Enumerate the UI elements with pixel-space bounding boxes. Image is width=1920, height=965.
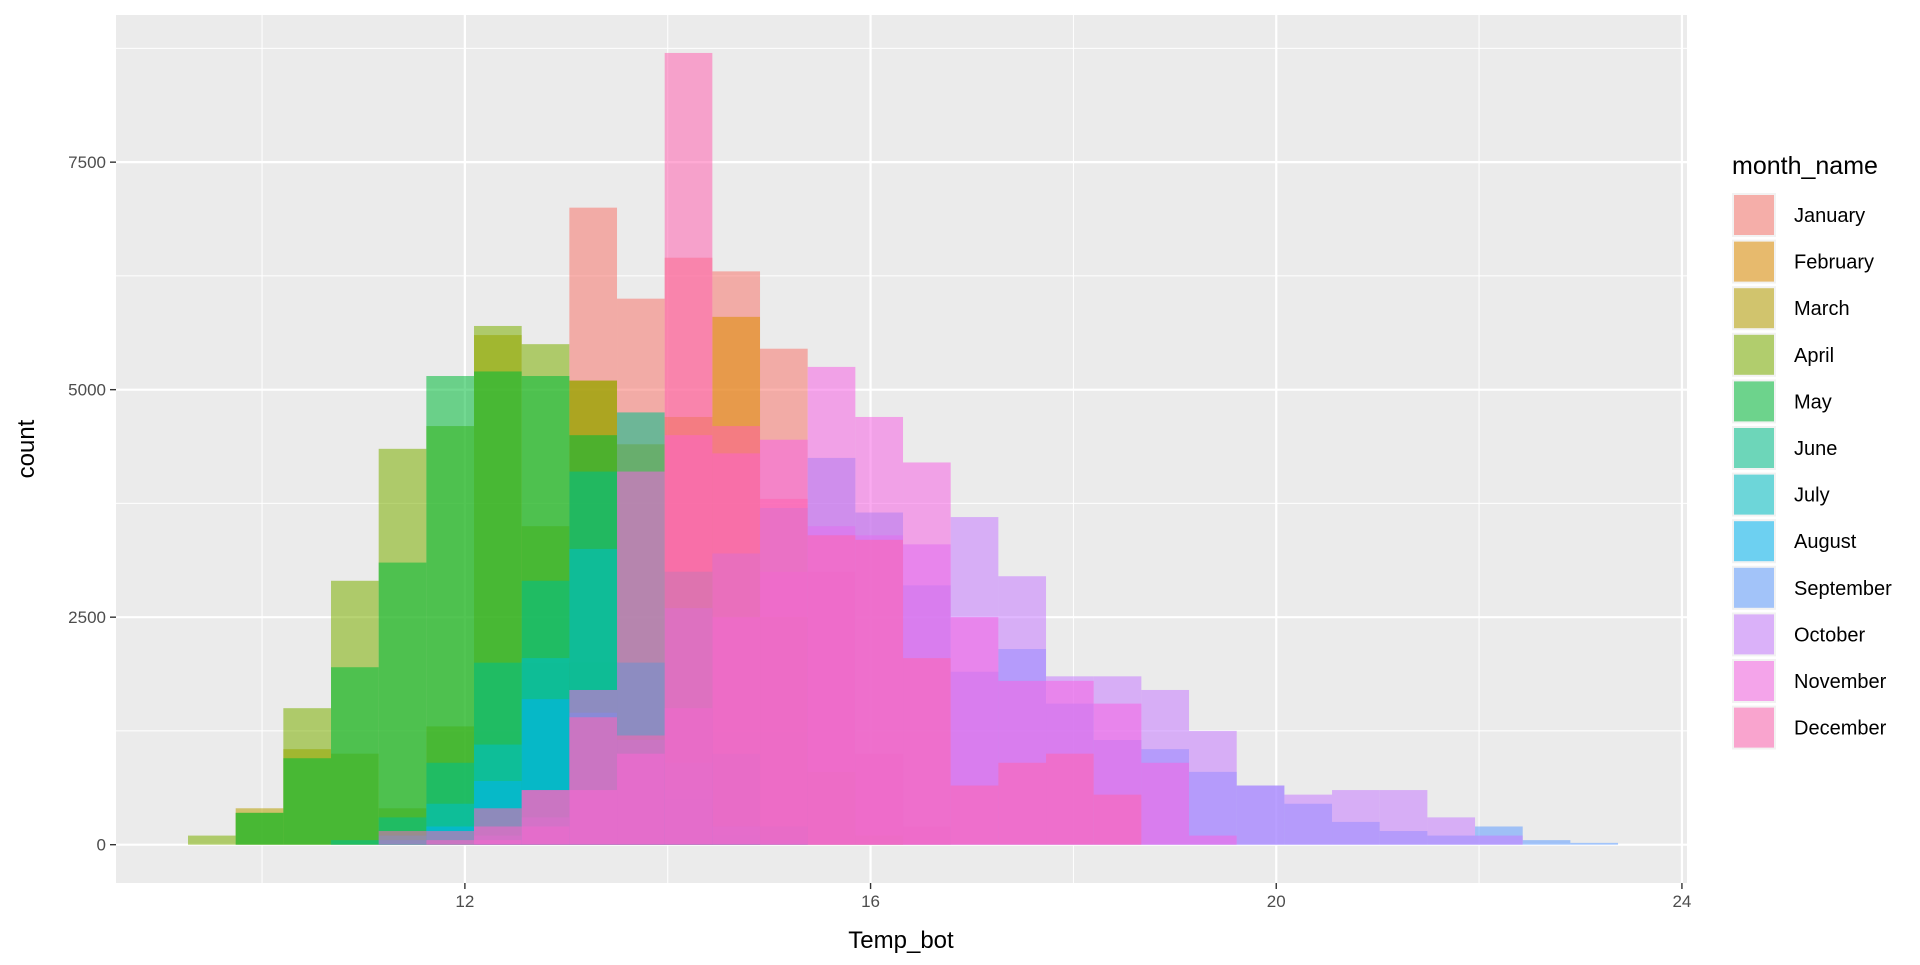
legend-key xyxy=(1734,614,1774,655)
legend-key xyxy=(1734,661,1774,701)
bar xyxy=(569,717,618,845)
legend-key xyxy=(1734,334,1774,375)
bar xyxy=(903,658,951,845)
bar xyxy=(331,667,379,845)
bar xyxy=(1475,835,1523,845)
bar xyxy=(1046,753,1094,845)
legend-label: May xyxy=(1794,391,1832,413)
bar xyxy=(188,835,236,845)
legend-key xyxy=(1734,567,1774,608)
legend-key xyxy=(1734,521,1774,562)
bar xyxy=(1570,842,1619,845)
bar xyxy=(378,831,427,845)
legend-key xyxy=(1734,707,1774,748)
bar xyxy=(1379,790,1428,845)
bar xyxy=(474,808,522,845)
legend-key xyxy=(1734,195,1774,235)
legend-label: December xyxy=(1794,718,1887,740)
bar xyxy=(1284,794,1333,845)
bar xyxy=(1427,817,1476,845)
legend-label: April xyxy=(1794,345,1834,367)
legend-key xyxy=(1734,428,1774,468)
bar xyxy=(331,840,379,845)
bar xyxy=(1522,840,1571,845)
y-tick-label: 2500 xyxy=(68,608,106,627)
bar xyxy=(378,562,427,845)
x-tick-label: 20 xyxy=(1267,892,1286,911)
legend-label: February xyxy=(1794,252,1874,274)
bar xyxy=(1189,730,1237,845)
bar xyxy=(1332,790,1380,845)
y-tick-label: 5000 xyxy=(68,381,106,400)
bar xyxy=(1189,835,1237,845)
bar xyxy=(235,812,284,845)
bar xyxy=(760,498,808,845)
x-axis-title: Temp_bot xyxy=(848,927,954,954)
legend-label: June xyxy=(1794,438,1837,460)
bar xyxy=(664,52,713,845)
bar xyxy=(521,790,570,845)
bar xyxy=(426,831,475,845)
legend-label: July xyxy=(1794,485,1830,507)
legend-label: September xyxy=(1794,578,1892,600)
legend-key xyxy=(1734,241,1774,282)
legend-label: August xyxy=(1794,531,1857,553)
x-tick-label: 16 xyxy=(861,892,880,911)
x-tick-label: 24 xyxy=(1672,892,1691,911)
bar xyxy=(855,539,904,845)
legend-label: November xyxy=(1794,671,1887,693)
y-tick-label: 7500 xyxy=(68,153,106,172)
bar xyxy=(950,785,999,845)
bar xyxy=(617,735,665,845)
legend-title: month_name xyxy=(1732,152,1878,180)
bar xyxy=(998,762,1047,845)
bar xyxy=(807,535,856,845)
y-axis-title: count xyxy=(13,419,40,478)
bar xyxy=(1236,785,1285,845)
legend-key xyxy=(1734,288,1774,329)
legend-key xyxy=(1734,381,1774,422)
bar xyxy=(1141,762,1190,845)
y-tick-label: 0 xyxy=(97,836,106,855)
legend-key xyxy=(1734,474,1774,515)
legend-label: January xyxy=(1794,205,1865,227)
x-tick-label: 12 xyxy=(455,892,474,911)
bar xyxy=(1093,794,1142,845)
legend-label: March xyxy=(1794,298,1850,320)
legend-label: October xyxy=(1794,624,1865,646)
bar xyxy=(712,426,761,845)
bar xyxy=(283,758,332,845)
